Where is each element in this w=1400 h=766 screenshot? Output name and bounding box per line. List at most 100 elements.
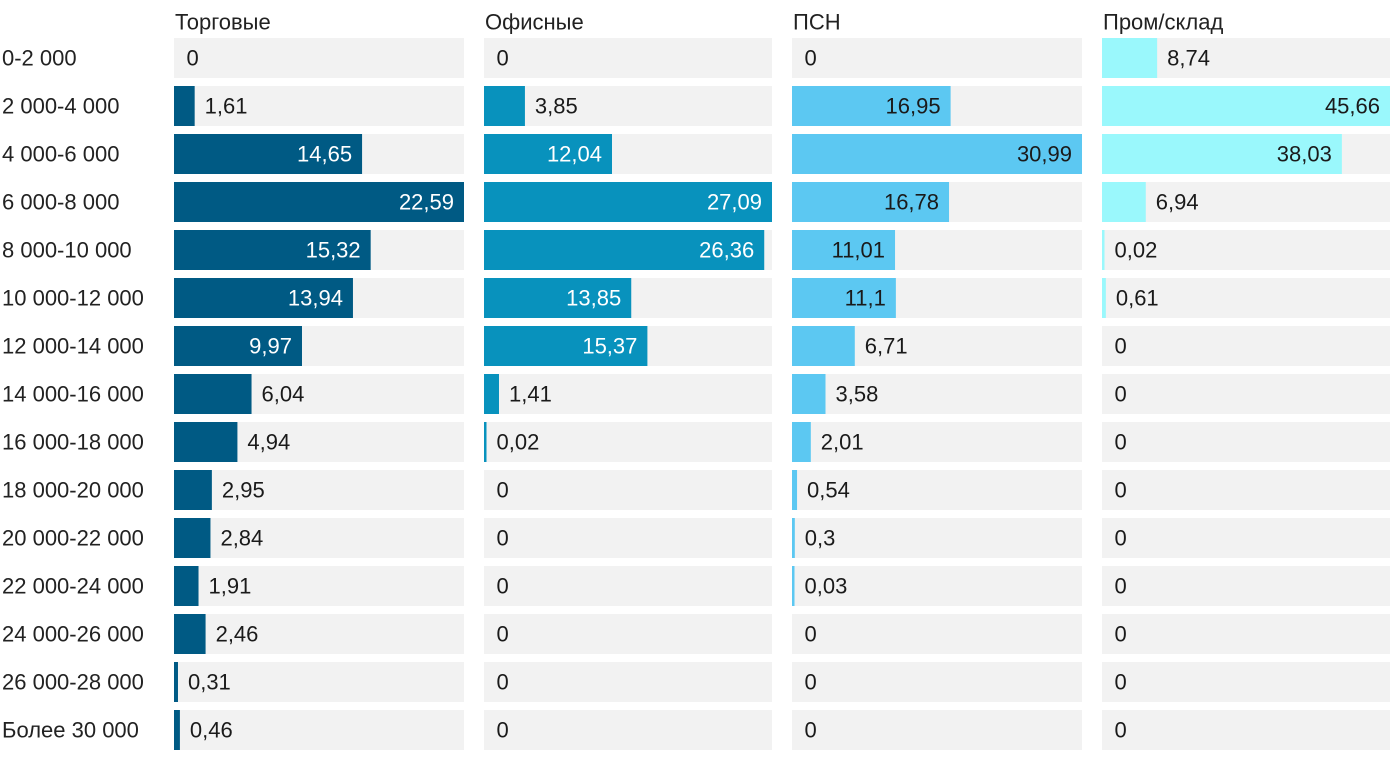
data-label: 0 [187, 46, 199, 71]
category-label: 18 000-20 000 [2, 478, 144, 503]
data-label: 0,31 [188, 670, 231, 695]
bar-track [174, 614, 464, 654]
bar-track [174, 662, 464, 702]
bar-track [792, 374, 1082, 414]
data-label: 0,46 [190, 718, 233, 743]
data-label: 6,04 [262, 382, 305, 407]
bar [792, 326, 855, 366]
bar [792, 134, 1082, 174]
bar-track [1102, 182, 1390, 222]
panel-title: Офисные [485, 10, 584, 35]
bar-track [792, 38, 1082, 78]
data-label: 4,94 [247, 430, 290, 455]
bar [792, 566, 795, 606]
bar-track [1102, 470, 1390, 510]
data-label: 30,99 [1017, 142, 1072, 167]
data-label: 0 [497, 622, 509, 647]
bar-track [174, 518, 464, 558]
data-label: 3,58 [836, 382, 879, 407]
data-label: 0 [805, 670, 817, 695]
data-label: 0 [805, 718, 817, 743]
bar [484, 230, 765, 270]
bar [174, 374, 252, 414]
data-label: 2,01 [821, 430, 864, 455]
category-label: 8 000-10 000 [2, 238, 132, 263]
bar [174, 326, 302, 366]
bar [792, 182, 950, 222]
bar-track [792, 518, 1082, 558]
bar-track [484, 374, 772, 414]
data-label: 0 [497, 478, 509, 503]
bar-track [484, 422, 772, 462]
data-label: 15,37 [582, 334, 637, 359]
panel-title: Пром/склад [1103, 10, 1223, 35]
bar [1102, 86, 1390, 126]
data-label: 0 [497, 718, 509, 743]
data-label: 1,41 [509, 382, 552, 407]
data-label: 16,95 [886, 94, 941, 119]
category-label: 0-2 000 [2, 46, 77, 71]
data-label: 0 [1115, 334, 1127, 359]
data-label: 12,04 [547, 142, 602, 167]
bar [174, 566, 199, 606]
bar [1102, 278, 1106, 318]
bar-track [1102, 326, 1390, 366]
bar-track [792, 470, 1082, 510]
data-label: 14,65 [297, 142, 352, 167]
bar [1102, 182, 1146, 222]
bar [484, 278, 632, 318]
bar [174, 278, 353, 318]
data-label: 0 [1115, 526, 1127, 551]
data-label: 8,74 [1167, 46, 1210, 71]
bar-track [174, 38, 464, 78]
bar [174, 230, 371, 270]
data-label: 0 [1115, 574, 1127, 599]
bar [174, 182, 464, 222]
data-label: 22,59 [399, 190, 454, 215]
panel-title: Торговые [175, 10, 271, 35]
bar-track [792, 710, 1082, 750]
data-label: 0 [1115, 622, 1127, 647]
bar [174, 518, 211, 558]
data-label: 0 [1115, 670, 1127, 695]
bar-track [174, 470, 464, 510]
data-label: 1,61 [205, 94, 248, 119]
bar-track [484, 710, 772, 750]
category-label: 6 000-8 000 [2, 190, 119, 215]
category-label: 16 000-18 000 [2, 430, 144, 455]
data-label: 0,03 [805, 574, 848, 599]
bar-track [1102, 422, 1390, 462]
bar-track [174, 710, 464, 750]
data-label: 0 [805, 46, 817, 71]
data-label: 0,61 [1116, 286, 1159, 311]
bar [484, 86, 525, 126]
data-label: 38,03 [1277, 142, 1332, 167]
panel-3: ПСН 0 16,95 30,99 16,78 11,01 11,1 6,71 3,58 2,01… [792, 10, 1082, 750]
bar-track [174, 566, 464, 606]
data-label: 2,95 [222, 478, 265, 503]
data-label: 0 [1115, 430, 1127, 455]
bar [792, 470, 798, 510]
data-label: 0 [497, 46, 509, 71]
bar [484, 182, 772, 222]
bar [792, 422, 811, 462]
bar [174, 86, 195, 126]
data-label: 0 [1115, 718, 1127, 743]
data-label: 0 [1115, 382, 1127, 407]
bar-track [1102, 374, 1390, 414]
panel-2: Офисные 0 3,85 12,04 27,09 26,36 13,85 15,37 1,4… [484, 10, 772, 750]
data-label: 13,94 [288, 286, 343, 311]
bar-track [792, 422, 1082, 462]
data-label: 0,02 [497, 430, 540, 455]
data-label: 0 [805, 622, 817, 647]
category-label: 4 000-6 000 [2, 142, 119, 167]
bar [174, 422, 238, 462]
panel-1: Торговые 01,61 14,65 22,59 15,32 13,94 9,97 6,0… [174, 10, 464, 750]
bar-track [484, 86, 772, 126]
category-label: 10 000-12 000 [2, 286, 144, 311]
bar-track [484, 470, 772, 510]
data-label: 1,91 [209, 574, 252, 599]
bar [792, 230, 896, 270]
category-label: 20 000-22 000 [2, 526, 144, 551]
